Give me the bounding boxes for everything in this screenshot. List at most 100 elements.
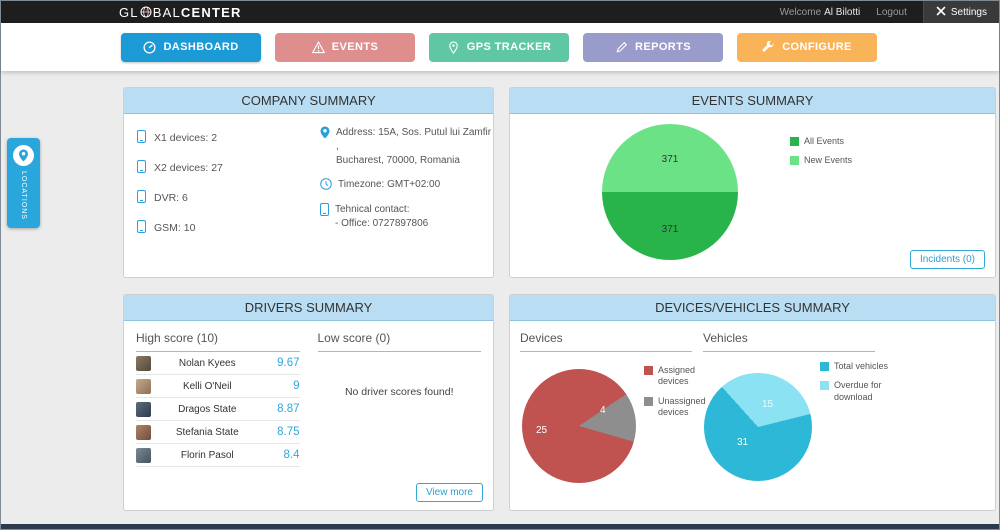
- legend-label: Assigned devices: [658, 365, 696, 387]
- low-score-column: Low score (0) No driver scores found!: [317, 331, 481, 467]
- topbar-right: Welcome Al Bilotti Logout Settings: [780, 1, 999, 23]
- company-summary-title: COMPANY SUMMARY: [124, 88, 493, 114]
- driver-row[interactable]: Kelli O'Neil 9: [136, 375, 300, 398]
- logout-link[interactable]: Logout: [876, 6, 907, 18]
- dashboard-icon: [143, 40, 156, 54]
- driver-name: Florin Pasol: [180, 449, 234, 461]
- devices-vehicles-body: Devices Vehicles 25 4 Assigned devices U…: [510, 321, 995, 510]
- vehicles-header: Vehicles: [703, 331, 875, 352]
- phone-icon: [320, 203, 329, 219]
- contact-value: - Office: 0727897806: [335, 218, 429, 229]
- tab-gps-tracker-label: GPS TRACKER: [466, 41, 552, 53]
- footer-bar: [1, 524, 999, 529]
- tab-dashboard[interactable]: DASHBOARD: [121, 32, 261, 62]
- device-counts-list: X1 devices: 2 X2 devices: 27 DVR: 6 GSM:…: [137, 130, 223, 236]
- tab-events-label: EVENTS: [331, 41, 379, 53]
- driver-avatar: [136, 447, 151, 463]
- drivers-summary-title: DRIVERS SUMMARY: [124, 295, 493, 321]
- driver-row[interactable]: Florin Pasol 8.4: [136, 444, 300, 467]
- tab-configure-label: CONFIGURE: [782, 41, 852, 53]
- pie-value-overdue: 15: [762, 399, 774, 410]
- address-line1: Address: 15A, Sos. Putul lui Zamfir ,: [336, 127, 492, 152]
- events-summary-body: 371 371 All Events New Events Incidents …: [510, 114, 995, 277]
- legend-label: Overdue for download: [834, 380, 882, 402]
- app-logo: GL BAL CENTER: [119, 5, 242, 20]
- driver-name: Nolan Kyees: [178, 357, 236, 369]
- globe-icon: [140, 6, 152, 18]
- topbar: GL BAL CENTER Welcome Al Bilotti Logout Se…: [1, 1, 999, 23]
- pie-value-new-events: 371: [661, 154, 679, 165]
- driver-row[interactable]: Dragos State 8.87: [136, 398, 300, 421]
- device-count-text: GSM: 10: [154, 222, 196, 234]
- driver-score: 8.87: [277, 403, 300, 415]
- vehicles-pie-chart: 31 15: [704, 373, 812, 481]
- legend-label: All Events: [804, 136, 845, 146]
- settings-label: Settings: [950, 6, 987, 18]
- list-item: X1 devices: 2: [137, 130, 223, 146]
- legend-item-new-events: New Events: [790, 155, 852, 166]
- legend-swatch: [820, 362, 829, 371]
- legend-item-unassigned: Unassigned devices: [644, 396, 722, 419]
- timezone-text: Timezone: GMT+02:00: [338, 179, 441, 190]
- tab-gps-tracker[interactable]: GPS TRACKER: [429, 32, 569, 62]
- devices-pie-chart: 25 4: [522, 369, 636, 483]
- wrench-icon: [762, 40, 775, 54]
- legend-label: Unassigned devices: [658, 395, 706, 417]
- address-row: Address: 15A, Sos. Putul lui Zamfir , Bu…: [320, 126, 493, 168]
- pie-value-unassigned: 4: [600, 405, 606, 416]
- company-info-list: Address: 15A, Sos. Putul lui Zamfir , Bu…: [320, 126, 493, 231]
- locations-tab-label: LOCATIONS: [20, 171, 27, 220]
- driver-row[interactable]: Stefania State 8.75: [136, 421, 300, 444]
- device-icon: [137, 130, 146, 146]
- warning-triangle-icon: [311, 40, 325, 54]
- legend-item-all-events: All Events: [790, 136, 852, 147]
- no-scores-message: No driver scores found!: [344, 386, 454, 398]
- devices-header: Devices: [520, 331, 692, 352]
- events-pie-chart: 371 371: [602, 124, 738, 260]
- driver-name: Stefania State: [175, 426, 239, 438]
- tab-reports-label: REPORTS: [635, 41, 691, 53]
- events-summary-card: EVENTS SUMMARY 371 371 All Events New Ev…: [509, 87, 996, 278]
- events-legend: All Events New Events: [790, 136, 852, 167]
- gps-pin-icon: [447, 40, 460, 54]
- username: Al Bilotti: [824, 6, 861, 18]
- drivers-columns: High score (10) Nolan Kyees 9.67 Kelli O…: [124, 321, 493, 467]
- settings-button[interactable]: Settings: [922, 1, 999, 23]
- tab-events[interactable]: EVENTS: [275, 32, 415, 62]
- tab-configure[interactable]: CONFIGURE: [737, 32, 877, 62]
- timezone-row: Timezone: GMT+02:00: [320, 178, 493, 193]
- logo-text-gl: GL: [119, 4, 139, 20]
- incidents-button[interactable]: Incidents (0): [909, 250, 985, 269]
- legend-swatch: [790, 137, 799, 146]
- driver-score: 8.75: [277, 426, 300, 438]
- welcome-label: Welcome: [779, 6, 822, 18]
- welcome-text: Welcome Al Bilotti: [780, 7, 861, 18]
- driver-avatar: [136, 424, 151, 440]
- pie-value-all-events: 371: [661, 224, 679, 235]
- map-pin-icon: [320, 126, 330, 142]
- vehicles-legend: Total vehicles Overdue for download: [820, 361, 898, 403]
- device-icon: [137, 220, 146, 236]
- tab-dashboard-label: DASHBOARD: [163, 41, 239, 53]
- clock-icon: [320, 178, 332, 193]
- legend-item-total-vehicles: Total vehicles: [820, 361, 898, 372]
- company-summary-body: X1 devices: 2 X2 devices: 27 DVR: 6 GSM:…: [124, 114, 493, 277]
- device-count-text: X2 devices: 27: [154, 162, 223, 174]
- legend-swatch: [644, 396, 653, 406]
- dashboard-content: LOCATIONS COMPANY SUMMARY X1 devices: 2 …: [1, 71, 999, 524]
- legend-swatch: [790, 156, 799, 166]
- address-line2: Bucharest, 70000, Romania: [336, 155, 460, 166]
- low-score-header: Low score (0): [317, 331, 481, 352]
- devices-vehicles-card: DEVICES/VEHICLES SUMMARY Devices Vehicle…: [509, 294, 996, 511]
- devices-vehicles-title: DEVICES/VEHICLES SUMMARY: [510, 295, 995, 321]
- tab-reports[interactable]: REPORTS: [583, 32, 723, 62]
- events-summary-title: EVENTS SUMMARY: [510, 88, 995, 114]
- legend-swatch: [820, 381, 829, 391]
- company-summary-card: COMPANY SUMMARY X1 devices: 2 X2 devices…: [123, 87, 494, 278]
- driver-name: Dragos State: [178, 403, 237, 415]
- legend-item-assigned: Assigned devices: [644, 365, 722, 388]
- view-more-button[interactable]: View more: [415, 483, 483, 502]
- logo-text-center: CENTER: [180, 4, 242, 20]
- locations-tab[interactable]: LOCATIONS: [7, 138, 40, 228]
- driver-row[interactable]: Nolan Kyees 9.67: [136, 352, 300, 375]
